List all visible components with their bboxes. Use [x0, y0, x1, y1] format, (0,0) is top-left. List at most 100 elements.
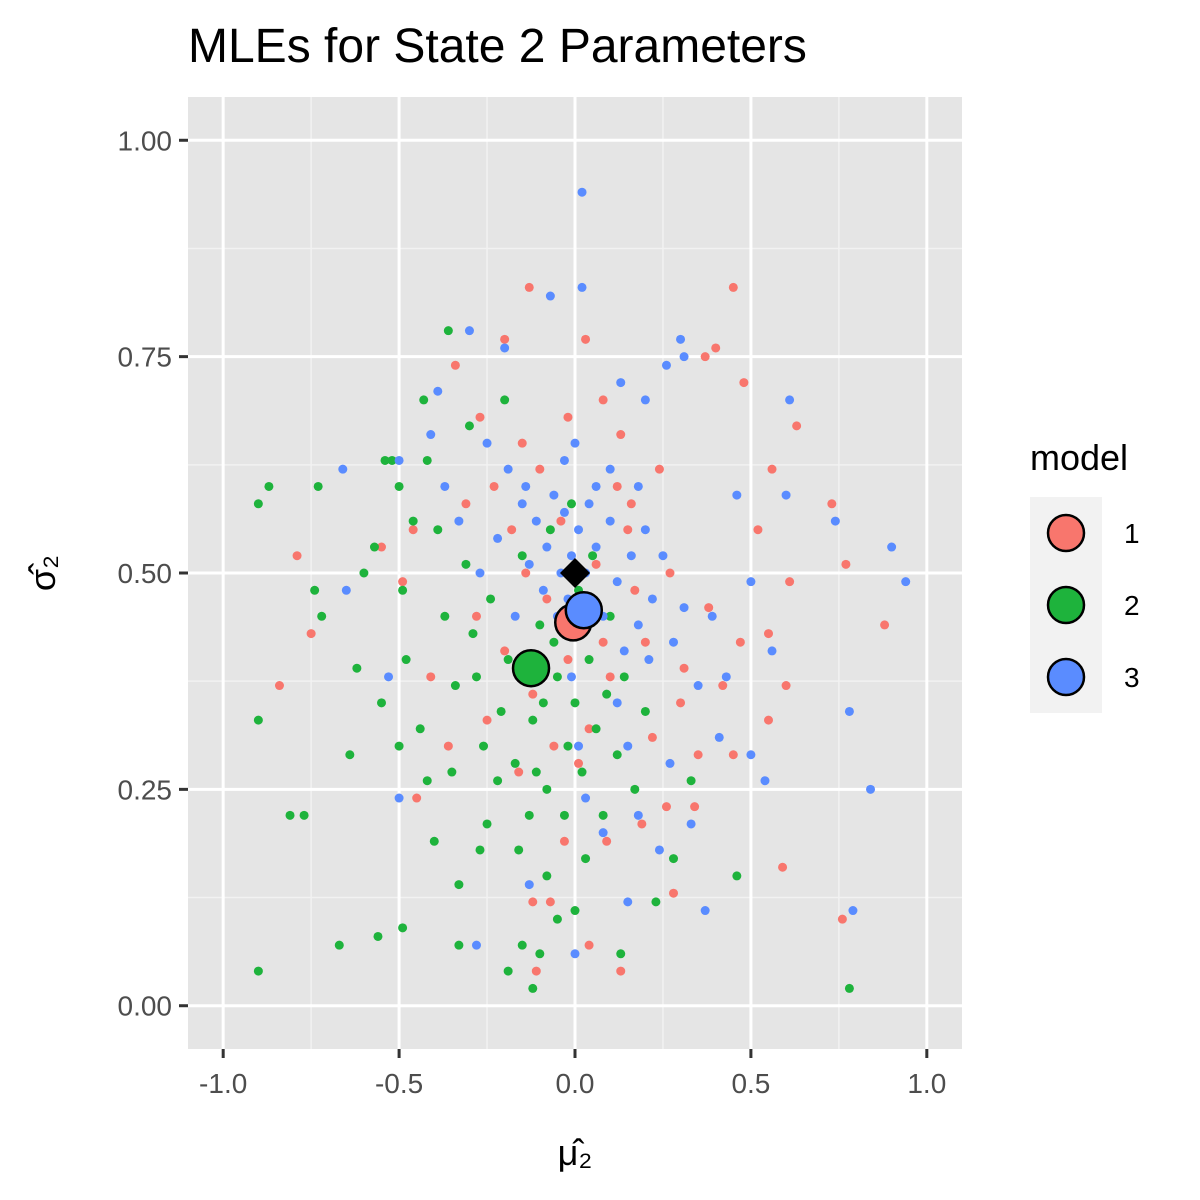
data-point-model-3 [503, 464, 513, 474]
legend-label-model-1: 1 [1124, 518, 1140, 549]
data-point-model-3 [844, 706, 854, 716]
data-point-model-2 [535, 620, 545, 630]
data-point-model-3 [647, 594, 657, 604]
data-point-model-3 [679, 352, 689, 362]
data-point-model-3 [760, 776, 770, 786]
data-point-model-2 [514, 845, 524, 855]
data-point-model-2 [528, 983, 538, 993]
data-point-model-1 [612, 481, 622, 491]
data-point-model-3 [426, 430, 436, 440]
data-point-model-3 [338, 464, 348, 474]
data-point-model-1 [574, 758, 584, 768]
data-point-model-1 [581, 334, 591, 344]
data-point-model-2 [545, 525, 555, 535]
data-point-model-3 [433, 386, 443, 396]
data-point-model-3 [440, 481, 450, 491]
legend-key-model-3 [1046, 657, 1086, 697]
data-point-model-1 [605, 672, 615, 682]
data-point-model-3 [574, 741, 584, 751]
data-point-model-2 [443, 326, 453, 336]
data-point-model-3 [732, 490, 742, 500]
data-point-model-1 [549, 741, 559, 751]
data-point-model-2 [394, 481, 404, 491]
true-value-diamond [560, 558, 590, 588]
data-point-model-1 [398, 577, 408, 587]
data-point-model-2 [500, 395, 510, 405]
data-point-model-2 [651, 897, 661, 907]
data-point-model-3 [616, 378, 626, 388]
data-point-model-3 [633, 620, 643, 630]
data-point-model-3 [669, 637, 679, 647]
data-point-model-2 [542, 871, 552, 881]
data-point-model-1 [461, 499, 471, 509]
data-point-model-1 [704, 603, 714, 613]
data-point-model-2 [640, 706, 650, 716]
data-point-model-1 [528, 897, 538, 907]
data-point-model-3 [591, 542, 601, 552]
y-tick-label: 1.00 [118, 125, 173, 156]
data-point-model-3 [830, 516, 840, 526]
data-point-model-1 [616, 430, 626, 440]
data-point-model-3 [721, 672, 731, 682]
data-point-model-1 [781, 681, 791, 691]
data-point-model-1 [841, 559, 851, 569]
data-point-model-2 [313, 481, 323, 491]
data-point-model-1 [880, 620, 890, 630]
data-point-model-3 [619, 646, 629, 656]
data-point-model-3 [676, 334, 686, 344]
data-point-model-2 [369, 542, 379, 552]
data-point-model-3 [500, 343, 510, 353]
data-point-model-3 [640, 395, 650, 405]
data-point-model-1 [679, 663, 689, 673]
data-point-model-3 [559, 507, 569, 517]
data-point-model-1 [598, 395, 608, 405]
data-point-model-3 [493, 533, 503, 543]
data-point-model-1 [764, 629, 773, 639]
data-point-model-1 [584, 940, 594, 950]
data-point-model-2 [517, 551, 527, 561]
data-point-model-1 [690, 802, 700, 812]
data-point-model-1 [471, 611, 481, 621]
data-point-model-3 [521, 481, 531, 491]
data-point-model-1 [292, 551, 302, 561]
data-point-model-3 [901, 577, 911, 587]
data-point-model-3 [654, 845, 664, 855]
data-point-model-3 [542, 542, 552, 552]
data-point-model-2 [486, 594, 496, 604]
data-point-model-3 [767, 646, 777, 656]
data-point-model-2 [630, 784, 640, 794]
data-point-model-2 [334, 940, 344, 950]
data-point-model-3 [746, 750, 756, 760]
data-point-model-1 [602, 836, 612, 846]
legend: model 1 2 3 [1030, 437, 1140, 713]
data-point-model-2 [531, 767, 541, 777]
data-point-model-2 [535, 949, 545, 959]
data-point-model-2 [377, 698, 386, 708]
data-point-model-3 [626, 551, 636, 561]
data-point-model-2 [471, 672, 481, 682]
data-point-model-3 [559, 455, 569, 465]
x-axis-label: μ̂₂ [558, 1132, 593, 1173]
data-point-model-3 [384, 672, 394, 682]
x-tick-label: 0.0 [556, 1068, 595, 1099]
data-point-model-3 [633, 810, 643, 820]
data-point-model-1 [739, 378, 749, 388]
data-point-model-3 [577, 282, 587, 292]
data-point-model-1 [735, 637, 745, 647]
data-point-model-3 [549, 490, 559, 500]
y-tick-label: 0.50 [118, 558, 173, 589]
x-tick-label: -0.5 [375, 1068, 423, 1099]
y-tick-label: 0.75 [118, 342, 173, 373]
data-point-model-2 [542, 784, 552, 794]
data-point-model-3 [454, 516, 464, 526]
data-point-model-2 [584, 655, 594, 665]
data-point-model-1 [556, 516, 566, 526]
data-point-model-2 [503, 966, 513, 976]
data-point-model-2 [503, 655, 513, 665]
data-point-model-2 [570, 698, 580, 708]
data-point-model-2 [552, 914, 562, 924]
data-point-model-1 [669, 888, 679, 898]
data-point-model-3 [848, 906, 858, 916]
mean-point-model-3 [564, 590, 604, 630]
